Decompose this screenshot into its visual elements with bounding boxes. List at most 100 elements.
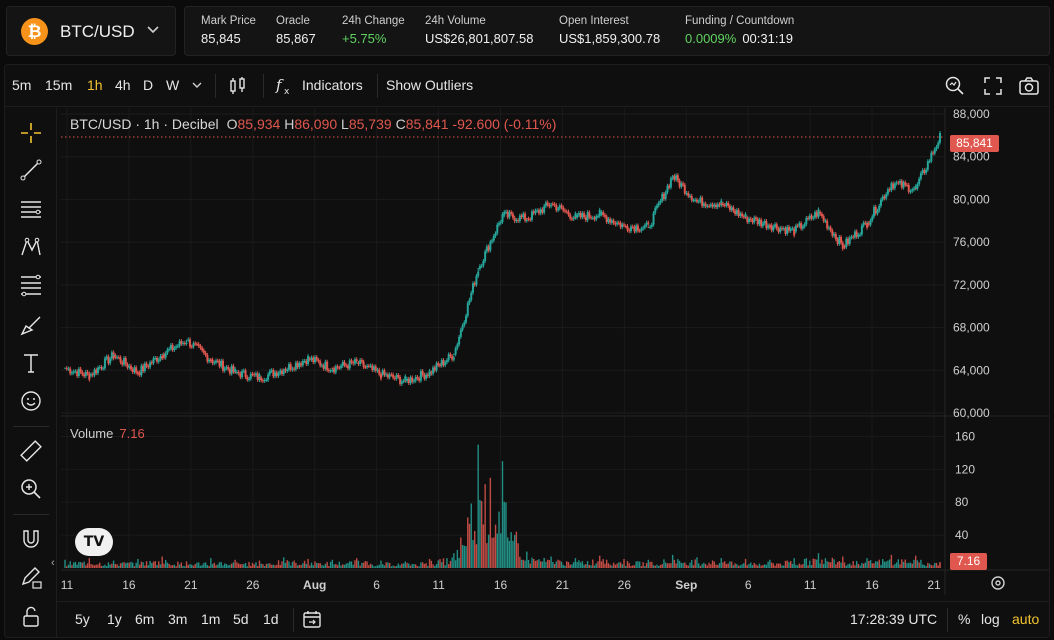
volume-bar: [382, 564, 384, 568]
zoom-in-icon[interactable]: [18, 476, 44, 502]
candle-body: [414, 377, 417, 381]
fib-retracement-icon[interactable]: [18, 272, 44, 298]
candlestick-icon[interactable]: [226, 74, 250, 98]
candle-body: [182, 342, 185, 344]
settings-icon[interactable]: [989, 574, 1007, 592]
candle-body: [162, 354, 165, 358]
utc-clock[interactable]: 17:28:39 UTC: [850, 611, 938, 627]
range-5d[interactable]: 5d: [233, 611, 249, 627]
pattern-icon[interactable]: [18, 234, 44, 260]
volume-bar: [359, 565, 361, 568]
candle-body: [152, 358, 155, 363]
camera-icon[interactable]: [1017, 74, 1041, 98]
volume-bar: [168, 563, 170, 568]
interval-5m[interactable]: 5m: [12, 77, 32, 93]
volume-bar: [574, 558, 577, 568]
volume-bar: [354, 560, 356, 568]
candle-body: [577, 213, 580, 215]
candle-body: [211, 359, 214, 364]
price-point: [598, 213, 601, 216]
volume-bar: [349, 561, 351, 568]
price-tick-label: 60,000: [953, 406, 990, 420]
auto-scale-toggle[interactable]: auto: [1012, 611, 1040, 627]
candle-body: [560, 205, 563, 208]
interval-4h[interactable]: 4h: [115, 77, 131, 93]
volume-bar: [618, 562, 620, 568]
range-1m[interactable]: 1m: [201, 611, 221, 627]
range-3m[interactable]: 3m: [168, 611, 188, 627]
candle-body: [697, 201, 700, 203]
candle-body: [761, 223, 764, 227]
candle-body: [284, 369, 287, 372]
candle-body: [859, 234, 862, 236]
text-icon[interactable]: [18, 350, 44, 376]
zoom-search-icon[interactable]: [943, 74, 967, 98]
legend-c-key: C: [395, 116, 406, 132]
candle-body: [546, 202, 549, 205]
candle-body: [393, 377, 396, 379]
candle-body: [517, 220, 520, 222]
volume-bar: [678, 560, 681, 568]
draw-lock-icon[interactable]: [18, 564, 44, 590]
volume-bar: [763, 564, 766, 568]
price-chart[interactable]: 88,000 84,000 80,000 76,000 72,000 68,000 64,0…: [5, 65, 1051, 639]
stat-label: 24h Change: [342, 15, 405, 27]
chevron-down-icon[interactable]: [188, 76, 206, 94]
interval-w[interactable]: W: [166, 77, 180, 93]
candle-body: [452, 357, 455, 360]
volume-bar: [600, 561, 603, 568]
volume-bar: [427, 565, 429, 568]
volume-bar: [652, 565, 655, 568]
volume-bar: [816, 559, 818, 568]
percent-toggle[interactable]: %: [958, 611, 971, 627]
candle-body: [228, 369, 231, 374]
unlock-icon[interactable]: [18, 604, 44, 630]
range-6m[interactable]: 6m: [135, 611, 155, 627]
candle-body: [178, 341, 181, 346]
price-point: [477, 268, 479, 270]
interval-15m[interactable]: 15m: [45, 77, 73, 93]
emoji-icon[interactable]: [18, 388, 44, 414]
volume-bar: [862, 563, 865, 568]
volume-bar: [710, 564, 712, 568]
range-5y[interactable]: 5y: [75, 611, 90, 627]
range-1y[interactable]: 1y: [107, 611, 122, 627]
volume-bar: [658, 565, 660, 568]
brush-icon[interactable]: [18, 312, 44, 338]
tradingview-logo[interactable]: TV: [75, 528, 113, 556]
volume-bar: [553, 564, 556, 568]
show-outliers-button[interactable]: Show Outliers: [386, 77, 474, 93]
candle-body: [428, 370, 431, 377]
magnet-icon[interactable]: [18, 526, 44, 552]
collapse-arrow-icon[interactable]: ‹: [51, 557, 55, 569]
fullscreen-icon[interactable]: [981, 74, 1005, 98]
volume-bar: [368, 565, 370, 568]
legend-change: -92.600 (-0.11%): [452, 116, 557, 132]
volume-bar: [472, 539, 474, 568]
volume-bar: [567, 561, 570, 568]
indicators-button[interactable]: Indicators: [302, 77, 363, 93]
pair-selector[interactable]: ₿ BTC/USD: [6, 6, 176, 56]
volume-bar: [496, 533, 498, 568]
ruler-icon[interactable]: [18, 438, 44, 464]
candle-body: [503, 211, 506, 216]
log-toggle[interactable]: log: [981, 611, 1000, 627]
interval-d[interactable]: D: [143, 77, 154, 93]
range-1d[interactable]: 1d: [263, 611, 279, 627]
candle-body: [102, 368, 105, 370]
chart-area[interactable]: 88,000 84,000 80,000 76,000 72,000 68,000 64,0…: [5, 65, 1051, 639]
volume-bar: [713, 561, 716, 568]
candle-body: [669, 178, 672, 188]
interval-1h[interactable]: 1h: [87, 77, 103, 93]
horizontal-lines-icon[interactable]: [18, 196, 44, 222]
crosshair-icon[interactable]: [18, 120, 44, 146]
volume-bar: [156, 564, 158, 568]
volume-bar: [149, 560, 151, 568]
candle-body: [485, 246, 488, 252]
calendar-range-icon[interactable]: [301, 608, 323, 630]
trend-line-icon[interactable]: [18, 157, 44, 183]
price-point: [282, 368, 285, 371]
volume-bar: [170, 565, 172, 568]
price-point: [428, 371, 431, 374]
